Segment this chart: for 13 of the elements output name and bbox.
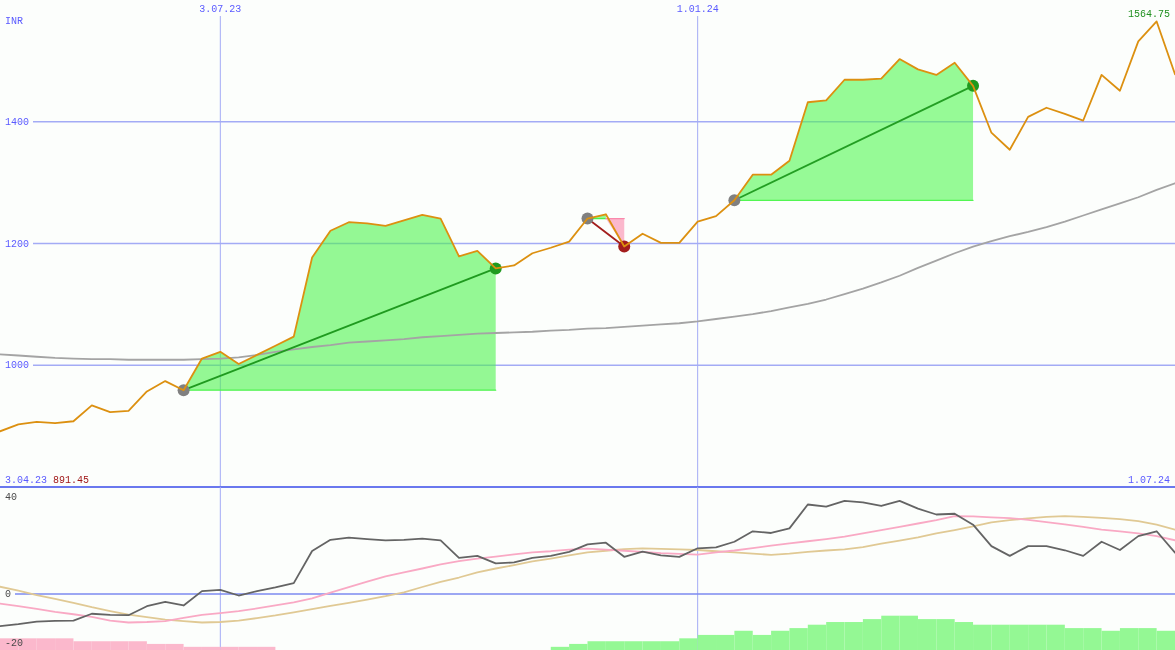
x-tick-label: 3.07.23 [199, 4, 242, 15]
annotation: 891.45 [53, 475, 90, 486]
x-tick-label: 1.01.24 [676, 4, 719, 15]
y-tick-label: -20 [5, 637, 24, 649]
y-tick-label: 1000 [5, 359, 30, 371]
y-axis-title: INR [5, 16, 24, 27]
y-tick-label: 40 [5, 491, 18, 503]
annotation: 1564.75 [1127, 9, 1170, 21]
y-tick-label: 1400 [5, 116, 30, 128]
y-tick-label: 0 [5, 588, 12, 600]
annotation: 3.04.23 [5, 475, 48, 486]
annotation: 1.07.24 [1127, 475, 1170, 486]
y-tick-label: 1200 [5, 238, 30, 249]
